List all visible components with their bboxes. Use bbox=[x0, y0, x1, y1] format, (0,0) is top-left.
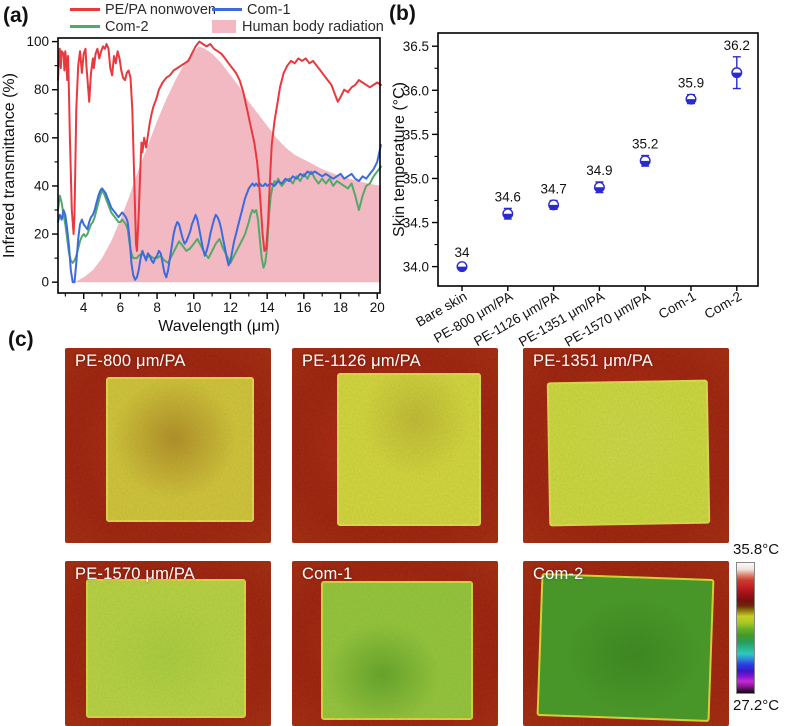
data-point-label: 34.7 bbox=[540, 181, 566, 196]
series-line-com-2 bbox=[57, 165, 382, 269]
sample-square bbox=[546, 379, 710, 527]
thermal-image-label: PE-1570 μm/PA bbox=[75, 565, 196, 583]
sample-square bbox=[320, 580, 474, 721]
x-tick-label: 10 bbox=[186, 300, 201, 315]
data-point-label: 35.2 bbox=[632, 137, 658, 152]
x-tick-label: 4 bbox=[80, 300, 88, 315]
sample-square bbox=[337, 373, 482, 526]
series-line-pe-pa-nonwoven bbox=[57, 40, 382, 252]
plot-frame bbox=[437, 32, 759, 287]
data-point-label: 34.6 bbox=[495, 189, 521, 204]
legend-item-pepa-nonwoven: PE/PA nonwoven bbox=[70, 2, 216, 18]
y-tick-label: 0 bbox=[41, 275, 49, 290]
x-tick-label: 8 bbox=[153, 300, 161, 315]
x-axis-label: Wavelength (μm) bbox=[158, 318, 280, 335]
thermal-image-pe-800-m-pa: PE-800 μm/PA bbox=[65, 348, 271, 543]
thermal-image-label: PE-1351 μm/PA bbox=[533, 352, 654, 370]
sample-square bbox=[85, 579, 247, 719]
green-line-swatch bbox=[70, 25, 100, 28]
chart-a-legend: PE/PA nonwoven Com-1 Com-2 Human body ra… bbox=[70, 1, 390, 35]
transmittance-chart: 4 6 8 10 12 14 16 18 20 0 20 40 60 80 100 Wavelength (μ… bbox=[1, 34, 385, 335]
plot-frame bbox=[57, 37, 381, 294]
x-tick-label: 6 bbox=[117, 300, 125, 315]
y-tick-label: 34.5 bbox=[403, 216, 429, 231]
thermal-image-pe-1351-m-pa: PE-1351 μm/PA bbox=[523, 348, 729, 543]
legend-row-1: PE/PA nonwoven Com-1 bbox=[70, 1, 390, 18]
thermal-image-label: PE-800 μm/PA bbox=[75, 352, 186, 370]
legend-label: Human body radiation bbox=[242, 18, 384, 35]
thermal-image-label: Com-1 bbox=[302, 565, 353, 583]
human-body-radiation-area bbox=[74, 46, 381, 283]
y-tick-label: 36.5 bbox=[403, 39, 429, 54]
legend-row-2: Com-2 Human body radiation bbox=[70, 18, 390, 35]
series-line-com-1 bbox=[57, 144, 382, 284]
y-tick-label: 20 bbox=[34, 227, 49, 242]
data-point-label: 34.9 bbox=[586, 163, 612, 178]
panel-b-label: (b) bbox=[389, 2, 416, 25]
legend-label: PE/PA nonwoven bbox=[105, 1, 216, 18]
legend-item-com1: Com-1 bbox=[212, 2, 291, 18]
thermal-image-label: PE-1126 μm/PA bbox=[302, 352, 421, 370]
y-tick-label: 100 bbox=[26, 34, 49, 49]
thermal-image-pe-1126-m-pa: PE-1126 μm/PA bbox=[292, 348, 498, 543]
y-tick-label: 60 bbox=[34, 130, 49, 145]
category-label: Com-2 bbox=[702, 289, 745, 322]
panel-a-label: (a) bbox=[3, 4, 29, 27]
thermal-colorbar: 35.8°C 27.2°C bbox=[733, 541, 789, 714]
colorbar-min-label: 27.2°C bbox=[733, 697, 780, 714]
y-tick-label: 34.0 bbox=[403, 260, 429, 275]
x-tick-label: 18 bbox=[333, 300, 348, 315]
y-tick-label: 40 bbox=[34, 178, 49, 193]
data-point-label: 35.9 bbox=[678, 76, 704, 91]
colorbar-gradient bbox=[736, 562, 755, 694]
category-label: Com-1 bbox=[656, 289, 699, 322]
legend-item-com2: Com-2 bbox=[70, 19, 212, 35]
legend-item-body-radiation: Human body radiation bbox=[212, 19, 384, 35]
data-point-label: 36.2 bbox=[724, 38, 750, 53]
y-axis-label: Infrared transmittance (%) bbox=[1, 73, 18, 258]
y-tick-label: 80 bbox=[34, 82, 49, 97]
panel-c-label: (c) bbox=[8, 328, 34, 351]
blue-line-swatch bbox=[212, 8, 242, 11]
sample-square bbox=[537, 572, 715, 722]
thermal-image-com-2: Com-2 bbox=[523, 561, 729, 726]
x-tick-label: 12 bbox=[223, 300, 238, 315]
y-tick-label: 36.0 bbox=[403, 83, 429, 98]
pink-area-swatch bbox=[212, 20, 236, 33]
thermal-image-pe-1570-m-pa: PE-1570 μm/PA bbox=[65, 561, 271, 726]
data-point-label: 34 bbox=[454, 245, 470, 260]
red-line-swatch bbox=[70, 8, 100, 11]
colorbar-max-label: 35.8°C bbox=[733, 541, 780, 558]
y-axis-label: Skin temperature (°C) bbox=[391, 82, 408, 237]
x-tick-label: 20 bbox=[370, 300, 385, 315]
y-tick-label: 35.5 bbox=[403, 127, 429, 142]
x-tick-label: 16 bbox=[296, 300, 311, 315]
legend-label: Com-1 bbox=[247, 1, 291, 18]
thermal-image-label: Com-2 bbox=[533, 565, 584, 583]
x-tick-label: 14 bbox=[260, 300, 276, 315]
sample-square bbox=[106, 377, 255, 522]
y-tick-label: 35.0 bbox=[403, 171, 429, 186]
thermal-image-com-1: Com-1 bbox=[292, 561, 498, 726]
legend-label: Com-2 bbox=[105, 18, 149, 35]
